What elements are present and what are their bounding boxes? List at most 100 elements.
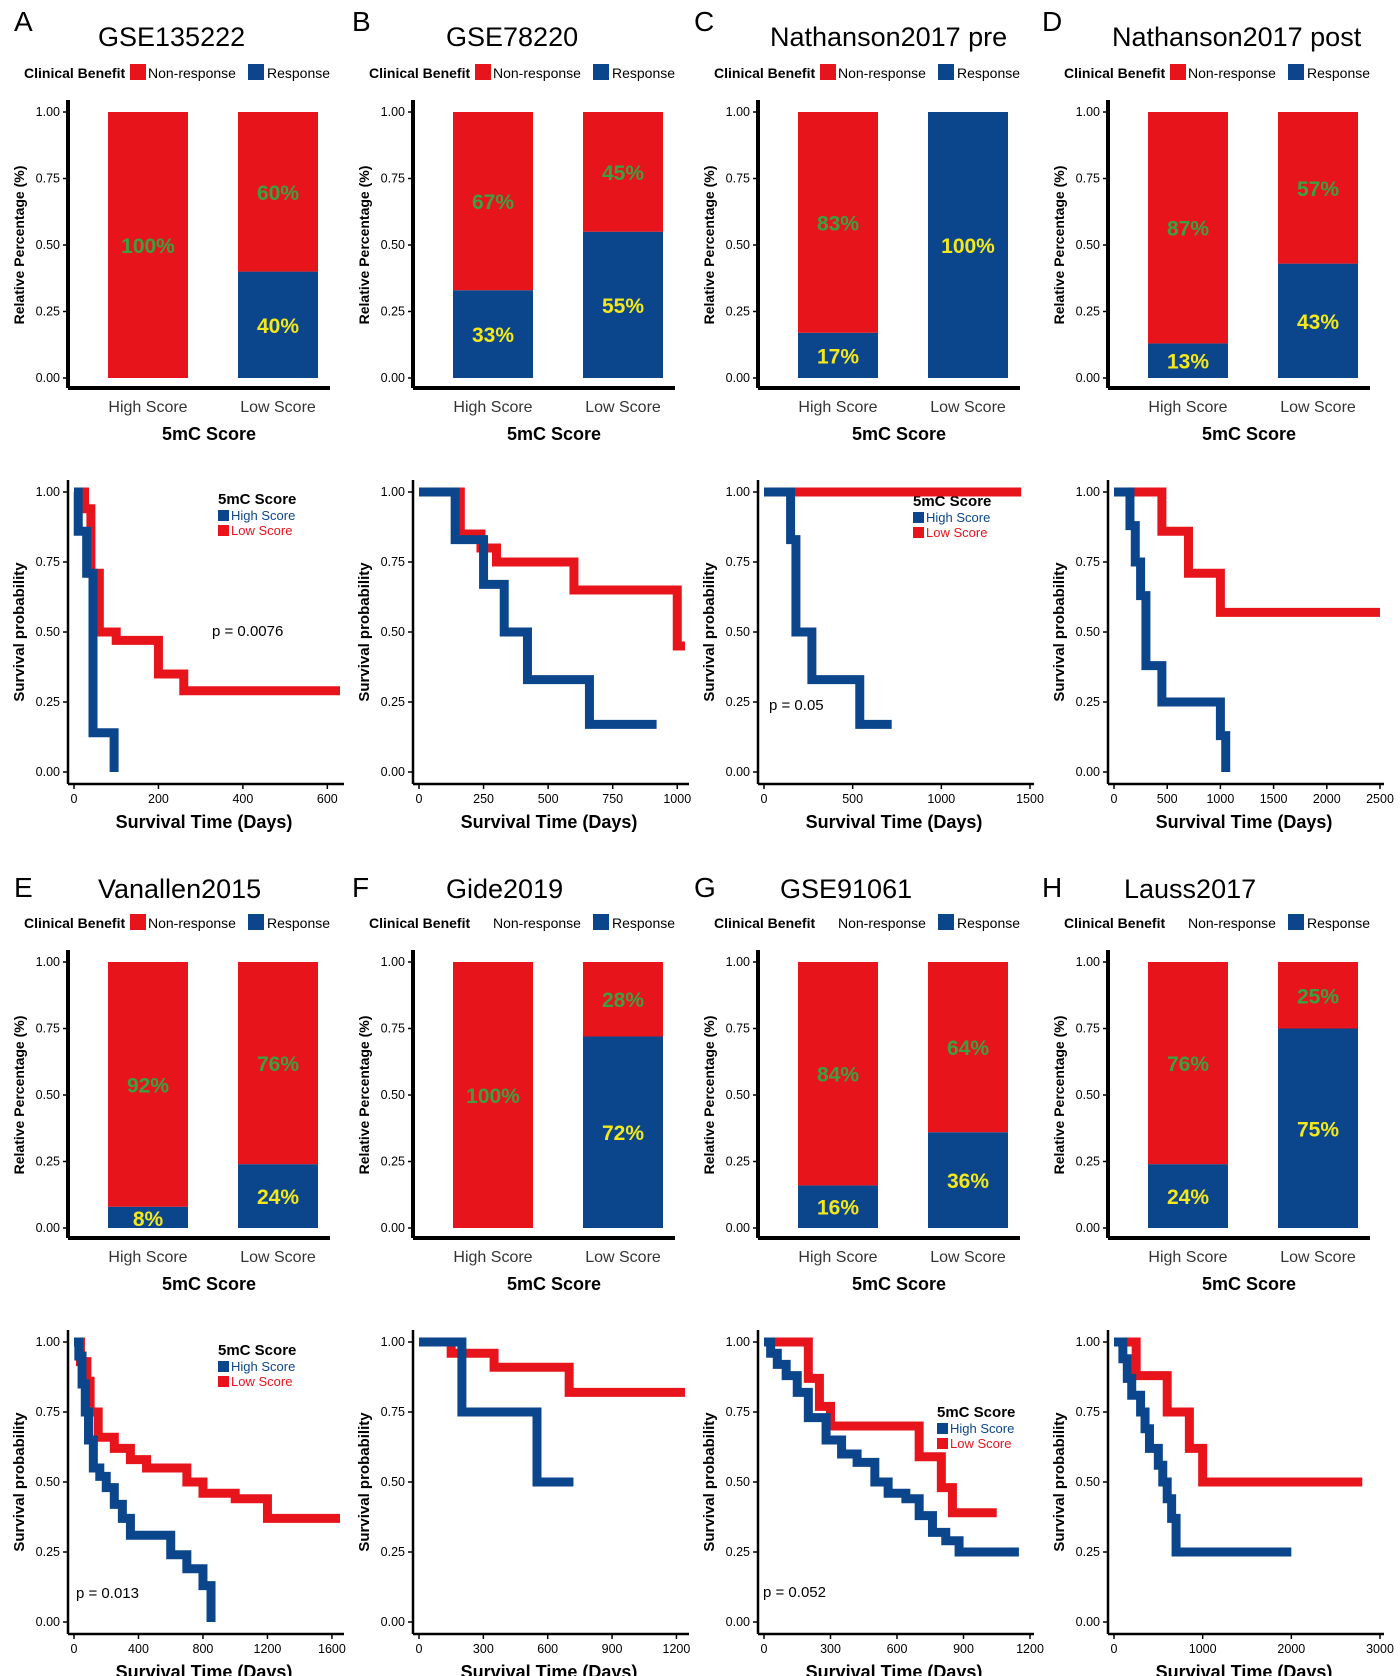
y-axis-label: Survival probability: [1051, 562, 1068, 702]
y-tick-label: 0.00: [1076, 1221, 1100, 1235]
x-tick-label: 1500: [1016, 792, 1044, 806]
legend-label: Response: [957, 915, 1020, 931]
x-tick-label: 2000: [1313, 792, 1341, 806]
bar-response: [1148, 1164, 1228, 1228]
legend-title: 5mC Score: [218, 491, 296, 508]
legend-title: 5mC Score: [913, 493, 991, 510]
y-tick-label: 0.75: [381, 1405, 405, 1419]
panel-letter: A: [14, 6, 33, 37]
bar-non-response: [108, 112, 188, 378]
y-tick-label: 1.00: [726, 1335, 750, 1349]
y-tick-label: 0.50: [1076, 625, 1100, 639]
km-curve-high-score: [419, 1337, 574, 1487]
km-curve-low-score: [1114, 487, 1380, 617]
legend-label: Response: [1307, 65, 1370, 81]
y-tick-label: 0.50: [726, 1088, 750, 1102]
x-tick-label: 3000: [1366, 1642, 1394, 1656]
legend-swatch-response: [938, 914, 954, 930]
y-axis-label: Relative Percentage (%): [701, 1016, 717, 1175]
x-tick-label: 0: [416, 792, 423, 806]
y-tick-label: 0.75: [36, 172, 60, 186]
x-tick-label: 400: [232, 792, 253, 806]
legend-label-high: High Score: [950, 1421, 1014, 1436]
y-tick-label: 1.00: [726, 105, 750, 119]
bar-non-response: [453, 962, 533, 1228]
bar-response: [238, 1164, 318, 1228]
legend-label: Response: [1307, 915, 1370, 931]
y-axis-label: Survival probability: [11, 1412, 28, 1552]
bar-response: [1148, 343, 1228, 378]
x-tick-label: 1600: [318, 1642, 346, 1656]
y-tick-label: 0.25: [726, 1545, 750, 1559]
y-tick-label: 0.25: [1076, 305, 1100, 319]
data-label-response: 8%: [133, 1208, 164, 1231]
bar-non-response: [583, 112, 663, 232]
x-axis-label: 5mC Score: [1202, 1274, 1296, 1294]
legend-swatch-low: [937, 1438, 948, 1449]
bar-response: [108, 1206, 188, 1228]
bar-non-response: [1148, 112, 1228, 344]
x-axis-label: Survival Time (Days): [116, 1662, 293, 1676]
data-label-non-response: 100%: [466, 1085, 520, 1108]
legend-label: Non-response: [493, 65, 581, 81]
y-tick-label: 0.50: [36, 1088, 60, 1102]
bar-non-response: [1148, 962, 1228, 1165]
y-tick-label: 1.00: [1076, 1335, 1100, 1349]
y-tick-label: 0.75: [726, 172, 750, 186]
legend-swatch-non-response: [1170, 64, 1186, 80]
legend-title: Clinical Benefit: [1064, 915, 1165, 931]
y-tick-label: 0.00: [36, 371, 60, 385]
legend-title: Clinical Benefit: [369, 65, 470, 81]
data-label-response: 100%: [941, 235, 995, 258]
x-tick-label: 1000: [663, 792, 691, 806]
x-tick-label: 2500: [1366, 792, 1394, 806]
data-label-response: 24%: [1167, 1186, 1209, 1209]
x-tick-label: 200: [148, 792, 169, 806]
km-chart: 0.00 0.25 0.50 0.75 1.00 0 1000 2000 3000 Surviva…: [1051, 1330, 1394, 1676]
y-tick-label: 0.50: [381, 1088, 405, 1102]
x-tick-label: Low Score: [585, 1249, 661, 1266]
legend-swatch-high: [913, 512, 924, 523]
data-label-response: 17%: [817, 345, 859, 368]
data-label-response: 16%: [817, 1197, 859, 1220]
data-label-non-response: 83%: [817, 212, 859, 235]
km-chart: 0.00 0.25 0.50 0.75 1.00 0 300 600 900 1200 Surviv…: [701, 1330, 1044, 1676]
legend-swatch-response: [593, 914, 609, 930]
y-tick-label: 1.00: [1076, 105, 1100, 119]
y-tick-label: 1.00: [726, 955, 750, 969]
y-tick-label: 0.25: [726, 695, 750, 709]
x-axis-label: 5mC Score: [162, 424, 256, 444]
legend-label: Response: [957, 65, 1020, 81]
km-curve-low-score: [74, 1337, 340, 1523]
bar-non-response: [453, 112, 533, 291]
x-axis-label: 5mC Score: [507, 1274, 601, 1294]
y-tick-label: 0.50: [36, 625, 60, 639]
x-tick-label: 1200: [254, 1642, 282, 1656]
bar-chart: Clinical Benefit Non-response Response 0.00…: [701, 64, 1020, 444]
y-axis-label: Survival probability: [11, 562, 28, 702]
km-curve-high-score: [1114, 1337, 1292, 1557]
bar-response: [798, 1185, 878, 1228]
y-tick-label: 0.75: [726, 1022, 750, 1036]
x-tick-label: 0: [761, 1642, 768, 1656]
x-tick-label: 1500: [1260, 792, 1288, 806]
km-chart: 0.00 0.25 0.50 0.75 1.00 0 500 1000 1500 Survival…: [701, 480, 1044, 832]
x-axis-label: 5mC Score: [162, 1274, 256, 1294]
data-label-response: 13%: [1167, 351, 1209, 374]
km-curve-high-score: [73, 487, 119, 772]
y-tick-label: 0.50: [381, 625, 405, 639]
y-axis-label: Survival probability: [701, 562, 718, 702]
data-label-non-response: 64%: [947, 1037, 989, 1060]
x-axis-label: 5mC Score: [852, 424, 946, 444]
legend-label-high: High Score: [231, 508, 295, 523]
legend-swatch-low: [218, 525, 229, 536]
legend-label: Response: [612, 65, 675, 81]
panel-letter: H: [1042, 872, 1063, 903]
x-axis-label: Survival Time (Days): [806, 1662, 983, 1676]
legend-label-high: High Score: [926, 510, 990, 525]
data-label-response: 72%: [602, 1122, 644, 1145]
y-axis-label: Relative Percentage (%): [11, 1016, 27, 1175]
y-tick-label: 0.75: [1076, 1405, 1100, 1419]
legend-label: Response: [612, 915, 675, 931]
legend-swatch-response: [248, 914, 264, 930]
